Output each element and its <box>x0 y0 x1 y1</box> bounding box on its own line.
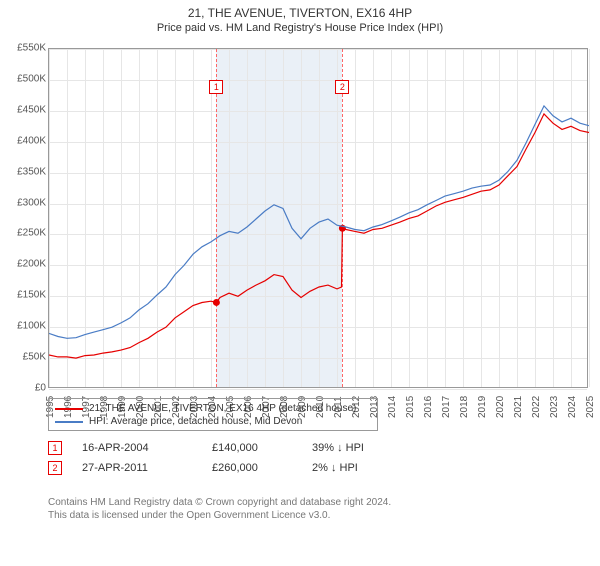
footer-line-1: Contains HM Land Registry data © Crown c… <box>48 496 588 509</box>
ytick-label: £350K <box>6 166 46 177</box>
sales-table: 1 16-APR-2004£140,00039% ↓ HPI 2 27-APR-201… <box>48 438 588 478</box>
page-title: 21, THE AVENUE, TIVERTON, EX16 4HP <box>0 6 600 20</box>
ytick-label: £550K <box>6 43 46 54</box>
legend-label: 21, THE AVENUE, TIVERTON, EX16 4HP (deta… <box>89 403 356 414</box>
sales-row-badge: 2 <box>48 461 62 475</box>
legend: 21, THE AVENUE, TIVERTON, EX16 4HP (deta… <box>48 398 378 431</box>
sales-row-price: £260,000 <box>212 462 312 474</box>
xtick-label: 2017 <box>441 396 452 418</box>
xtick-label: 2018 <box>459 396 470 418</box>
sales-row-badge: 1 <box>48 441 62 455</box>
ytick-label: £400K <box>6 135 46 146</box>
xtick-label: 2022 <box>531 396 542 418</box>
gridline-h <box>49 389 587 390</box>
ytick-label: £150K <box>6 290 46 301</box>
ytick-label: £200K <box>6 259 46 270</box>
ytick-label: £450K <box>6 104 46 115</box>
xtick-label: 2024 <box>567 396 578 418</box>
ytick-label: £250K <box>6 228 46 239</box>
xtick-label: 2021 <box>513 396 524 418</box>
xtick-label: 2016 <box>423 396 434 418</box>
sales-row-delta: 39% ↓ HPI <box>312 442 432 454</box>
legend-row: 21, THE AVENUE, TIVERTON, EX16 4HP (deta… <box>55 402 371 415</box>
gridline-v <box>589 49 590 387</box>
sales-row: 1 16-APR-2004£140,00039% ↓ HPI <box>48 438 588 458</box>
footer-line-2: This data is licensed under the Open Gov… <box>48 509 588 522</box>
xtick-label: 2020 <box>495 396 506 418</box>
ytick-label: £100K <box>6 321 46 332</box>
xtick-label: 2015 <box>405 396 416 418</box>
sales-row-date: 16-APR-2004 <box>82 442 212 454</box>
page-subtitle: Price paid vs. HM Land Registry's House … <box>0 22 600 34</box>
series-hpi <box>49 106 589 338</box>
legend-label: HPI: Average price, detached house, Mid … <box>89 416 302 427</box>
xtick-label: 2023 <box>549 396 560 418</box>
ytick-label: £50K <box>6 352 46 363</box>
legend-swatch <box>55 408 83 410</box>
chart-svg <box>49 49 589 389</box>
xtick-label: 2019 <box>477 396 488 418</box>
xtick-label: 2025 <box>585 396 596 418</box>
xtick-label: 2014 <box>387 396 398 418</box>
legend-row: HPI: Average price, detached house, Mid … <box>55 415 371 428</box>
chart-plot-area: 12 <box>48 48 588 388</box>
sales-row-price: £140,000 <box>212 442 312 454</box>
ytick-label: £300K <box>6 197 46 208</box>
sales-row-date: 27-APR-2011 <box>82 462 212 474</box>
ytick-label: £0 <box>6 383 46 394</box>
footer-attribution: Contains HM Land Registry data © Crown c… <box>48 496 588 522</box>
sales-row-delta: 2% ↓ HPI <box>312 462 432 474</box>
ytick-label: £500K <box>6 73 46 84</box>
sale-dot <box>213 299 220 306</box>
legend-swatch <box>55 421 83 423</box>
series-property <box>49 114 589 358</box>
sales-row: 2 27-APR-2011£260,0002% ↓ HPI <box>48 458 588 478</box>
